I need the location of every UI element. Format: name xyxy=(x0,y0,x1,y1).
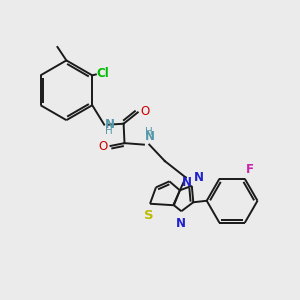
Text: Cl: Cl xyxy=(97,68,110,80)
Text: N: N xyxy=(145,130,155,143)
Text: N: N xyxy=(176,217,186,230)
Text: H: H xyxy=(145,127,153,137)
Text: F: F xyxy=(246,164,254,176)
Text: O: O xyxy=(140,105,149,118)
Text: N: N xyxy=(194,171,204,184)
Text: N: N xyxy=(105,118,115,131)
Text: S: S xyxy=(144,209,153,222)
Text: O: O xyxy=(99,140,108,153)
Text: H: H xyxy=(105,126,113,136)
Text: N: N xyxy=(182,176,192,189)
